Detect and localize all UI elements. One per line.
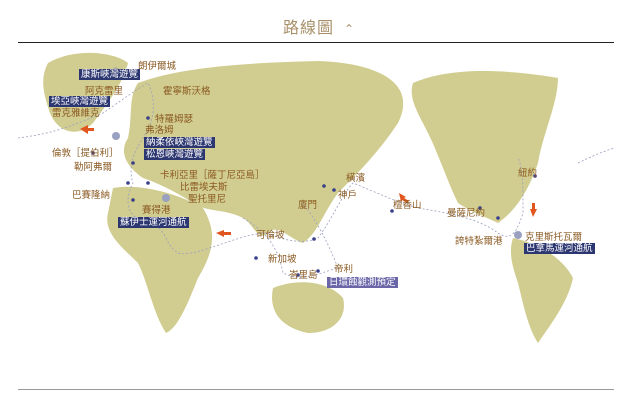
divider <box>18 42 614 43</box>
port-label[interactable]: 神戶 <box>338 190 358 201</box>
port-label[interactable]: 勒阿弗爾 <box>74 162 113 173</box>
port-label[interactable]: 聖托里尼 <box>188 194 227 205</box>
port-label[interactable]: 巴賽隆納 <box>72 190 111 201</box>
port-label[interactable]: 賽得港 <box>142 205 171 216</box>
cruise-label[interactable]: 松恩峽灣遊覽 <box>144 149 206 160</box>
port-label[interactable]: 比雷埃夫斯 <box>180 182 228 193</box>
north-america <box>411 71 558 224</box>
cruise-label[interactable]: 納柔依峽灣遊覽 <box>144 137 215 148</box>
cruise-label[interactable]: 日環蝕觀測預定 <box>327 277 398 288</box>
eurasia <box>123 61 404 243</box>
route-line <box>17 82 615 278</box>
port-label[interactable]: 橫濱 <box>346 173 366 184</box>
direction-arrows <box>80 125 537 237</box>
chevron-up-icon[interactable]: ⌃ <box>343 22 356 36</box>
port-label[interactable]: 新加坡 <box>268 254 297 265</box>
port-label[interactable]: 可倫坡 <box>256 230 285 241</box>
bottom-divider <box>18 389 614 390</box>
port-label[interactable]: 誇特紮爾港 <box>455 236 503 247</box>
port-label[interactable]: 倫敦［提伯利］ <box>52 148 119 159</box>
port-label[interactable]: 紐約 <box>518 168 538 179</box>
port-label[interactable]: 雷克雅維克 <box>52 108 100 119</box>
port-label[interactable]: 特羅姆瑟 <box>155 114 194 125</box>
port-label[interactable]: 阿克雷里 <box>85 86 124 97</box>
australia <box>272 282 344 333</box>
port-dots <box>91 67 537 277</box>
cruise-label[interactable]: 巴拿馬運河通航 <box>524 243 595 254</box>
arrow-icon <box>399 193 409 203</box>
arrow-icon <box>216 230 231 237</box>
port-label[interactable]: 弗洛姆 <box>145 125 174 136</box>
arrow-icon <box>530 203 537 217</box>
cruise-label[interactable]: 埃亞峽灣遊覽 <box>49 96 111 107</box>
cruise-label[interactable]: 蘇伊士運河通航 <box>118 217 189 228</box>
port-label[interactable]: 克里斯托瓦爾 <box>525 232 583 243</box>
arrow-icon <box>80 125 94 134</box>
page-title: 路線圖 <box>282 18 334 37</box>
port-label[interactable]: 曼薩尼約 <box>447 208 486 219</box>
port-label[interactable]: 霍寧斯沃格 <box>163 86 211 97</box>
cruise-label[interactable]: 康斯峽灣遊覽 <box>79 69 141 80</box>
port-label[interactable]: 峇里島 <box>289 270 318 281</box>
south-america <box>510 238 573 343</box>
port-label[interactable]: 檀香山 <box>393 200 422 211</box>
port-label[interactable]: 卡利亞里［薩丁尼亞島］ <box>160 170 265 181</box>
port-label[interactable]: 帝利 <box>334 264 354 275</box>
route-map-header[interactable]: 路線圖 ⌃ <box>0 14 638 38</box>
port-label[interactable]: 朗伊爾城 <box>138 61 177 72</box>
port-label[interactable]: 廈門 <box>298 200 318 211</box>
